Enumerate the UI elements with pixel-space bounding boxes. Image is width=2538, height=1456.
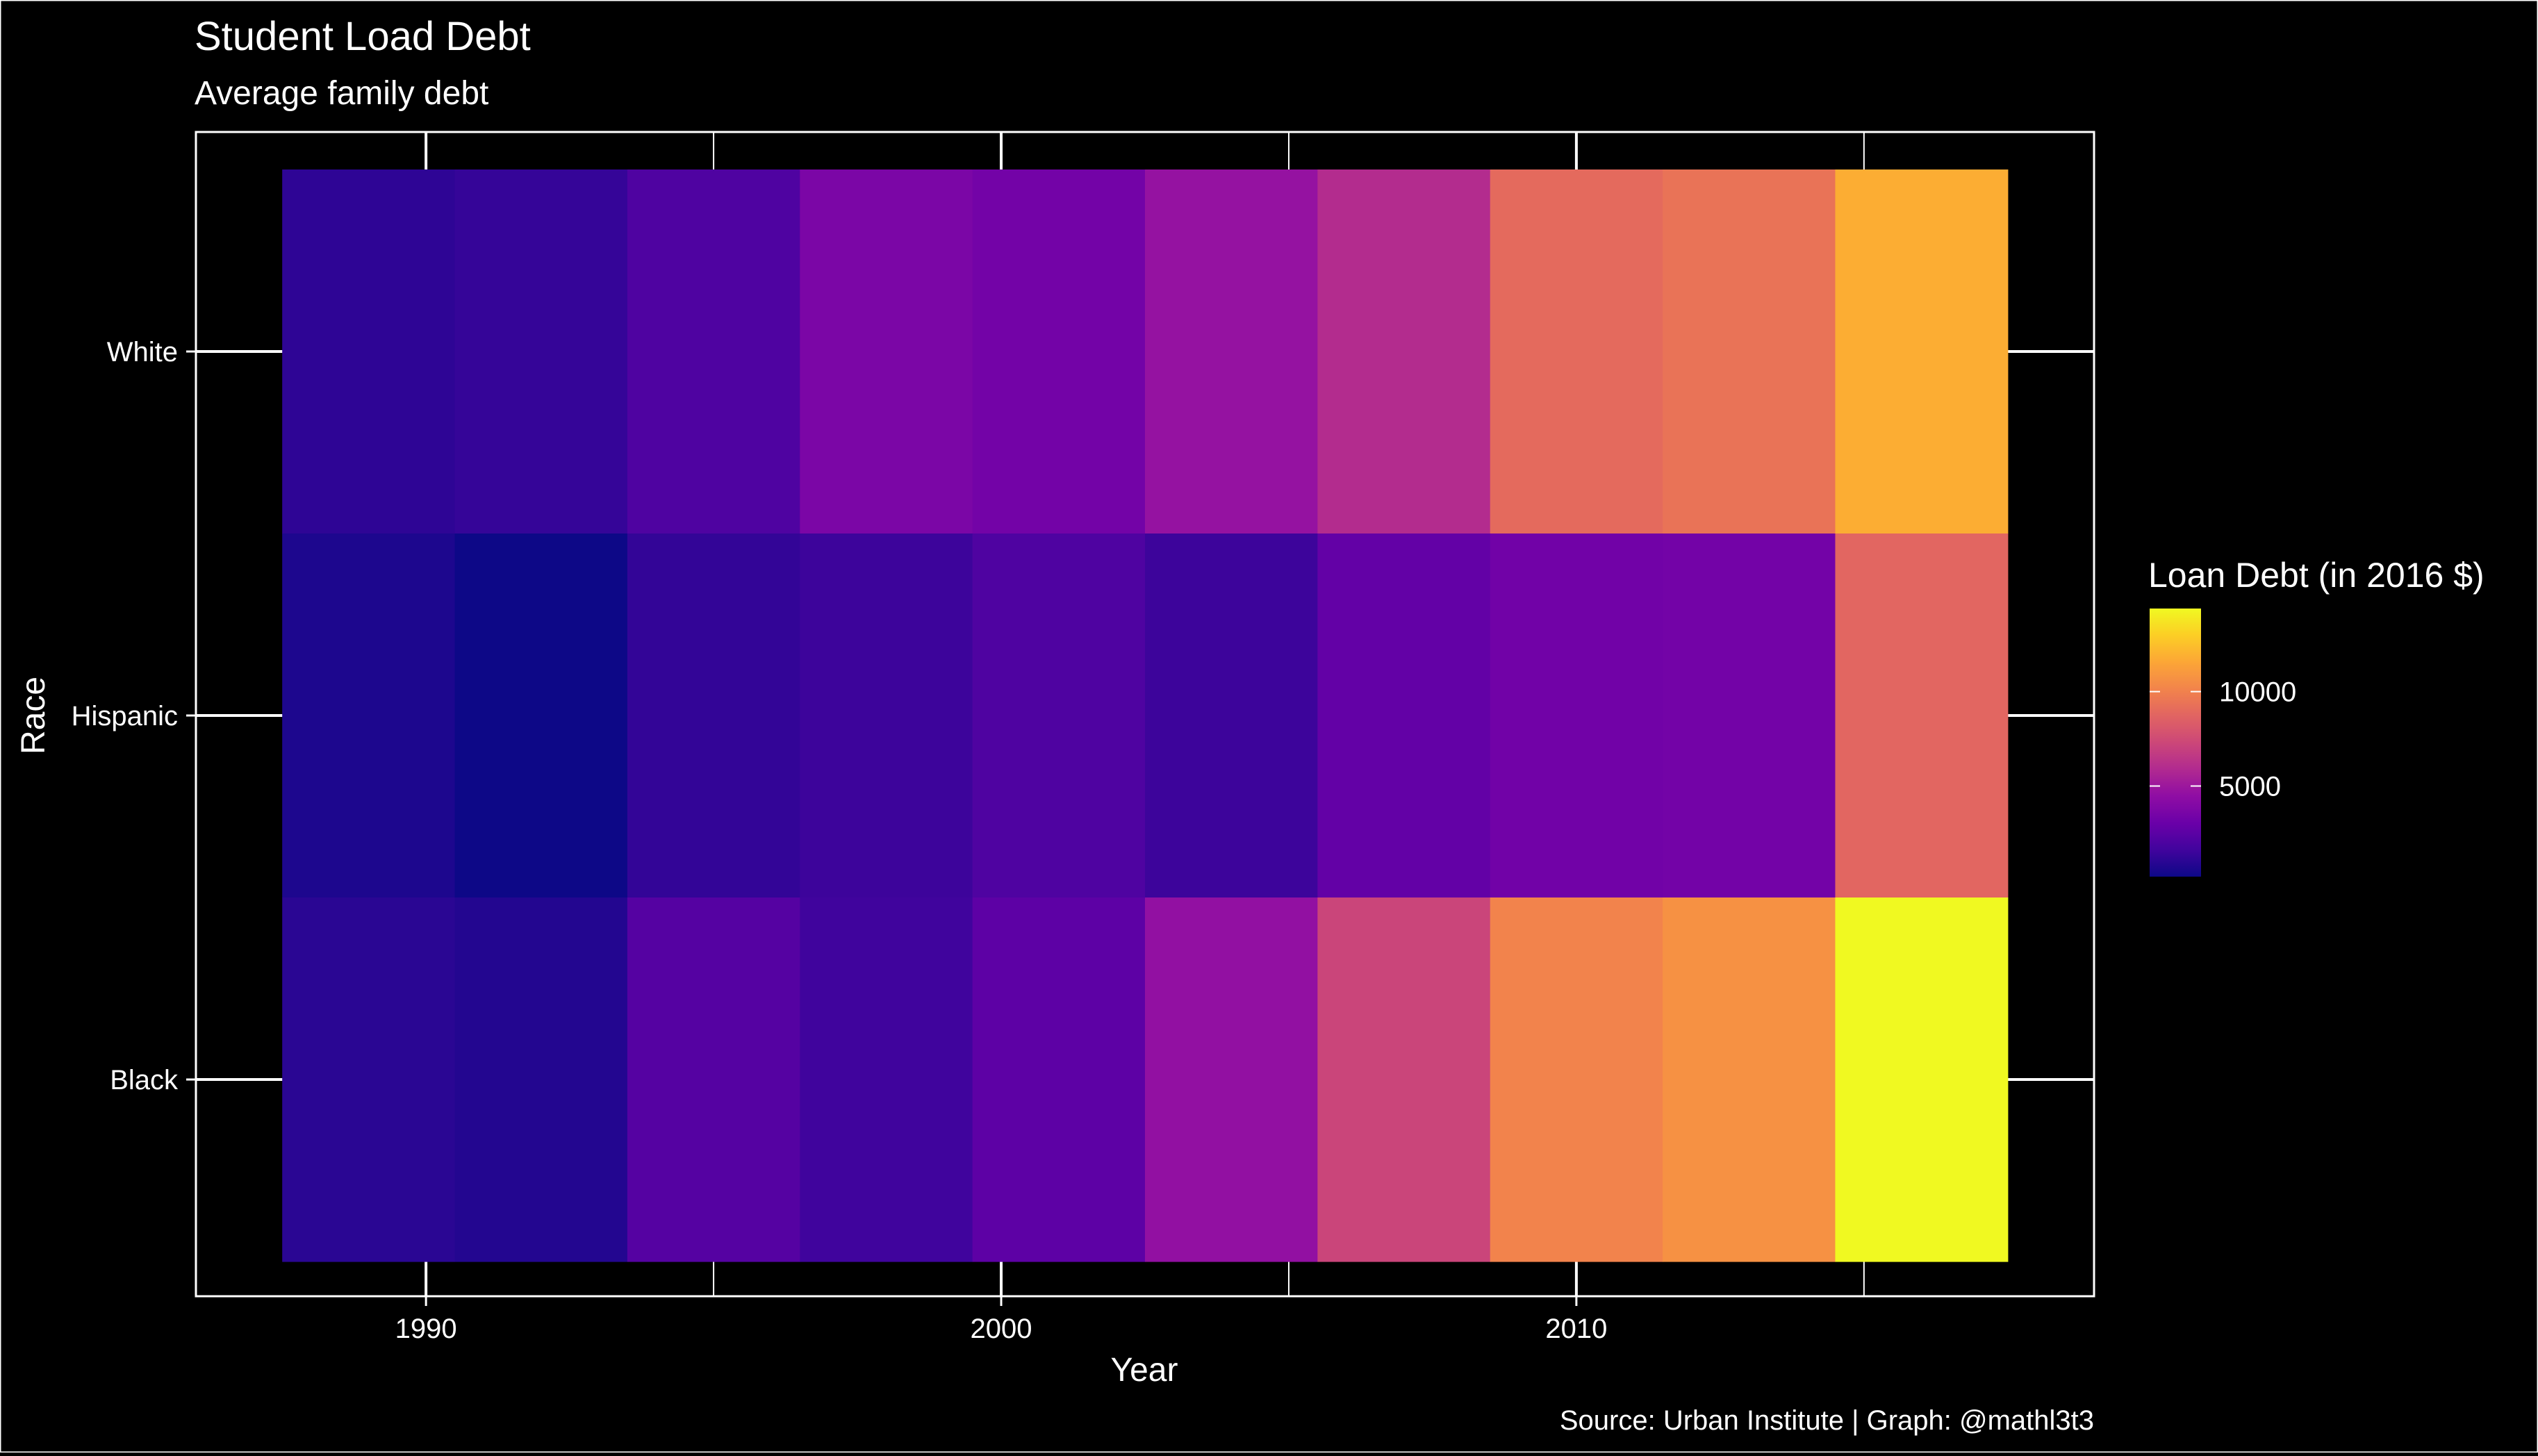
heatmap-tile	[1663, 897, 1836, 1262]
heatmap-tile	[1835, 533, 2009, 898]
heatmap-tile	[454, 897, 628, 1262]
heatmap-tile	[1663, 533, 1836, 898]
y-axis-title: Race	[15, 677, 52, 754]
heatmap-tiles	[282, 169, 2009, 1262]
y-tick-label: Black	[110, 1065, 179, 1095]
chart-subtitle: Average family debt	[195, 75, 488, 112]
legend-tick-label: 5000	[2219, 772, 2281, 802]
chart-caption: Source: Urban Institute | Graph: @mathl3…	[1560, 1405, 2094, 1436]
heatmap-tile	[627, 897, 800, 1262]
heatmap-tile	[627, 533, 800, 898]
legend-colorbar	[2150, 609, 2201, 877]
heatmap-tile	[627, 169, 800, 534]
heatmap-tile	[1663, 169, 1836, 534]
x-tick-label: 1990	[395, 1314, 457, 1344]
heatmap-tile	[282, 533, 456, 898]
heatmap-tile	[1317, 169, 1491, 534]
heatmap-tile	[1145, 169, 1318, 534]
heatmap-tile	[1490, 533, 1663, 898]
heatmap-tile	[1490, 897, 1663, 1262]
heatmap-tile	[454, 169, 628, 534]
heatmap-tile	[800, 897, 973, 1262]
x-tick-label: 2000	[971, 1314, 1032, 1344]
y-tick-label: White	[107, 337, 178, 367]
heatmap-tile	[972, 169, 1146, 534]
x-tick-label: 2010	[1545, 1314, 1607, 1344]
heatmap-tile	[1317, 533, 1491, 898]
heatmap-tile	[1490, 169, 1663, 534]
heatmap-tile	[1835, 169, 2009, 534]
heatmap-tile	[1317, 897, 1491, 1262]
x-axis-title: Year	[1111, 1352, 1178, 1389]
axes: 1990 2000 2010 White Hispanic Black	[72, 337, 1608, 1344]
heatmap-tile	[454, 533, 628, 898]
heatmap-tile	[282, 897, 456, 1262]
heatmap-tile	[1835, 897, 2009, 1262]
heatmap-tile	[1145, 533, 1318, 898]
heatmap-tile	[1145, 897, 1318, 1262]
y-tick-label: Hispanic	[72, 701, 178, 731]
legend-title: Loan Debt (in 2016 $)	[2148, 556, 2485, 595]
heatmap-tile	[972, 533, 1146, 898]
legend-tick-label: 10000	[2219, 677, 2296, 708]
heatmap-tile	[800, 533, 973, 898]
chart-title: Student Load Debt	[195, 14, 531, 59]
heatmap-tile	[800, 169, 973, 534]
legend: Loan Debt (in 2016 $) 5000 10000	[2148, 556, 2485, 877]
heatmap-tile	[972, 897, 1146, 1262]
heatmap-tile	[282, 169, 456, 534]
